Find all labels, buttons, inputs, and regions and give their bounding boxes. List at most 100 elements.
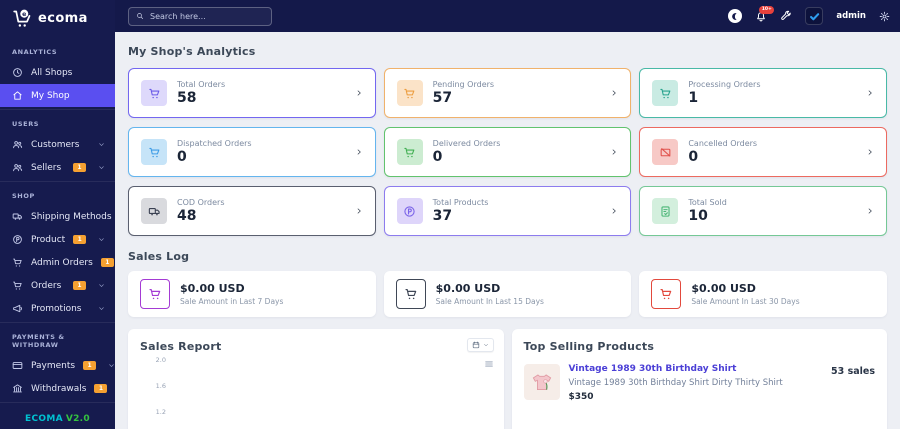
sidebar-item-withdrawals[interactable]: Withdrawals 1: [0, 377, 115, 400]
top-products-title: Top Selling Products: [523, 340, 655, 353]
product-info: Vintage 1989 30th Birthday Shirt Vintage…: [569, 364, 823, 402]
sale-caption: Sale Amount In Last 15 Days: [435, 297, 544, 306]
sales-report-panel: Sales Report 2.0 1.6 1.2: [128, 329, 504, 429]
sidebar-section-label: PAYMENTS & WITHDRAW: [12, 333, 65, 349]
users-icon: [12, 162, 23, 173]
cart-icon: [140, 279, 170, 309]
date-range-picker[interactable]: [466, 338, 494, 352]
svg-text:e: e: [22, 11, 26, 18]
gear-icon[interactable]: [879, 11, 890, 22]
stat-value: 0: [177, 148, 187, 165]
product-description: Vintage 1989 30th Birthday Shirt Dirty T…: [568, 378, 783, 388]
cart-icon: [12, 257, 23, 268]
stat-value: 0: [688, 148, 699, 165]
stat-label: Processing Orders: [688, 79, 761, 89]
sidebar-nav: ANALYTICS All Shops My Shop USERS Customers S…: [0, 38, 115, 410]
sales-log-card: $0.00 USD Sale Amount In Last 30 Days: [639, 271, 887, 317]
calendar-icon: [472, 341, 480, 349]
stat-value: 10: [688, 207, 708, 224]
sidebar-item-my-shop[interactable]: My Shop: [0, 84, 115, 107]
sidebar-item-promotions[interactable]: Promotions: [0, 297, 115, 320]
chevron-right-icon: [610, 207, 618, 215]
bottom-panels: Sales Report 2.0 1.6 1.2 Top Selling Produ…: [128, 329, 887, 429]
chevron-down-icon: [108, 362, 115, 369]
sidebar-section-label: SUPPORTS & REPORTS: [0, 403, 115, 410]
cart-icon: [12, 280, 23, 291]
avatar-check-icon: [809, 11, 820, 22]
stat-card-total-products[interactable]: Total Products 37: [383, 186, 632, 236]
product-icon: [12, 234, 23, 245]
card-icon: [12, 360, 23, 371]
home-icon: [12, 90, 23, 101]
chart-menu-icon[interactable]: [484, 359, 494, 369]
main-content: My Shop's Analytics Total Orders 58 Pendin…: [115, 32, 900, 429]
stat-card-total-orders[interactable]: Total Orders 58: [128, 68, 376, 118]
analytics-cards: Total Orders 58 Pending Orders 57 Processing…: [128, 68, 887, 236]
stat-card-cod-orders[interactable]: COD Orders 48: [128, 186, 376, 236]
notifications-button[interactable]: 10+: [755, 6, 775, 22]
sidebar-item-orders[interactable]: Orders 1: [0, 274, 115, 297]
sidebar: e ecoma ANALYTICS All Shops My Shop USERS Cu…: [0, 0, 115, 429]
search-input[interactable]: [150, 11, 264, 21]
cart-icon: [395, 279, 426, 309]
username-label[interactable]: admin: [836, 11, 866, 21]
product-thumbnail-shirt-image: [523, 364, 560, 400]
theme-toggle-icon[interactable]: [728, 9, 743, 23]
count-badge: 1: [73, 163, 86, 172]
product-list-item[interactable]: Vintage 1989 30th Birthday Shirt Vintage…: [523, 364, 875, 402]
sidebar-item-payments[interactable]: Payments 1: [0, 354, 115, 377]
brand-logo[interactable]: e ecoma: [0, 0, 115, 38]
sidebar-item-sellers[interactable]: Sellers 1: [0, 156, 115, 179]
version-footer: ECOMA V2.0: [0, 410, 115, 429]
sidebar-item-product[interactable]: Product 1: [0, 228, 115, 251]
truck-icon: [141, 198, 167, 224]
chevron-right-icon: [355, 148, 363, 156]
sidebar-item-admin-orders[interactable]: Admin Orders 1: [0, 251, 115, 274]
sidebar-item-shipping-methods[interactable]: Shipping Methods: [0, 205, 115, 228]
brand-name: ecoma: [38, 11, 88, 26]
footer-brand: ECOMA: [25, 414, 63, 424]
search-icon: [136, 12, 144, 20]
product-name-link[interactable]: Vintage 1989 30th Birthday Shirt: [568, 364, 737, 374]
sale-caption: Sale Amount In Last 30 Days: [691, 297, 800, 306]
stat-label: Pending Orders: [432, 79, 495, 89]
product-icon: [396, 198, 423, 224]
stat-card-delivered-orders[interactable]: Delivered Orders 0: [383, 127, 632, 177]
cart-logo-icon: e: [12, 8, 33, 29]
chevron-down-icon: [483, 342, 489, 348]
bank-icon: [12, 383, 23, 394]
megaphone-icon: [12, 303, 23, 314]
cart-slash-icon: [652, 139, 679, 165]
chevron-down-icon: [98, 164, 105, 171]
chevron-down-icon: [98, 141, 105, 148]
search-box[interactable]: [128, 6, 272, 26]
analytics-title: My Shop's Analytics: [128, 45, 256, 58]
sidebar-item-all-shops[interactable]: All Shops: [0, 61, 115, 84]
sidebar-item-label: My Shop: [31, 90, 70, 101]
cart-icon: [651, 279, 682, 309]
chevron-down-icon: [98, 305, 105, 312]
chevron-right-icon: [866, 148, 874, 156]
wrench-icon[interactable]: [780, 10, 792, 22]
sale-amount: $0.00 USD: [691, 282, 756, 295]
cart-icon: [396, 80, 423, 106]
notification-count-badge: 10+: [759, 6, 775, 14]
sidebar-section-payments-withdraw: PAYMENTS & WITHDRAW Payments 1 Withdrawals 1: [0, 322, 115, 402]
sidebar-item-customers[interactable]: Customers: [0, 133, 115, 156]
stat-label: Cancelled Orders: [688, 138, 758, 148]
top-products-panel: Top Selling Products Vintage 1989 30th B…: [511, 329, 887, 429]
count-badge: 1: [73, 235, 87, 244]
sidebar-item-label: Payments: [31, 360, 76, 371]
stat-card-cancelled-orders[interactable]: Cancelled Orders 0: [639, 127, 887, 177]
stat-card-dispatched-orders[interactable]: Dispatched Orders 0: [128, 127, 376, 177]
stat-card-pending-orders[interactable]: Pending Orders 57: [383, 68, 632, 118]
count-badge: 1: [94, 384, 108, 393]
stat-label: COD Orders: [177, 197, 225, 207]
stat-card-total-sold[interactable]: Total Sold 10: [639, 186, 887, 236]
stat-card-processing-orders[interactable]: Processing Orders 1: [639, 68, 887, 118]
cart-icon: [141, 80, 167, 106]
y-axis-tick: 2.0: [155, 356, 166, 364]
user-avatar[interactable]: [805, 7, 824, 25]
stat-value: 1: [688, 89, 699, 106]
top-navbar: 10+ admin: [115, 0, 900, 32]
